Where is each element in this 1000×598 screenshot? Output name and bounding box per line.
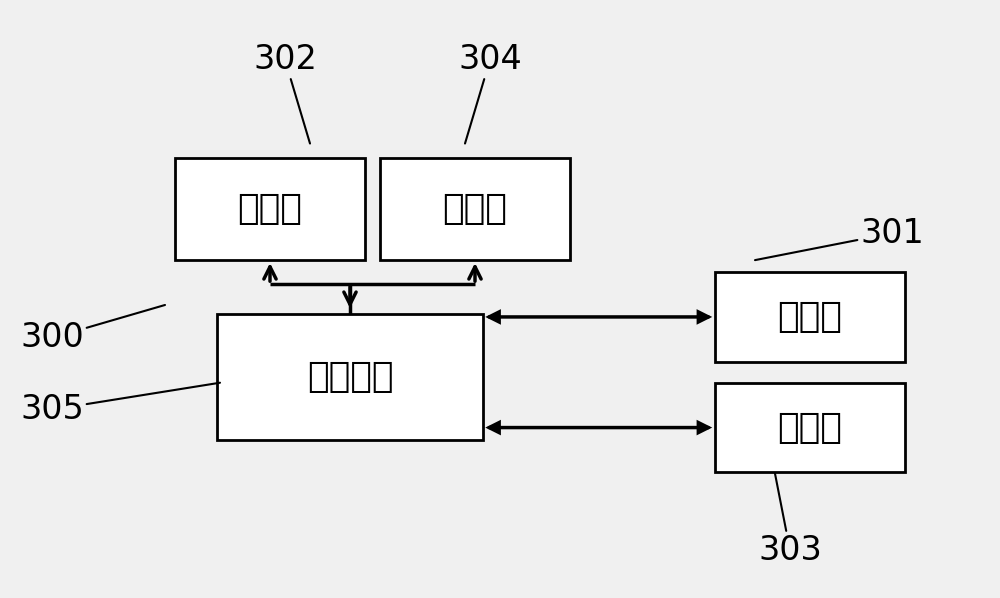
Text: 接收器: 接收器 xyxy=(778,300,842,334)
Bar xyxy=(175,158,365,260)
Text: 301: 301 xyxy=(755,216,924,260)
Text: 303: 303 xyxy=(758,474,822,567)
Bar xyxy=(217,314,482,440)
Bar xyxy=(715,272,905,362)
Text: 处理器: 处理器 xyxy=(238,193,302,226)
Bar xyxy=(715,383,905,472)
Text: 发送器: 发送器 xyxy=(778,411,842,444)
Text: 300: 300 xyxy=(20,305,165,355)
Text: 305: 305 xyxy=(20,383,220,426)
Bar xyxy=(380,158,570,260)
Text: 304: 304 xyxy=(458,43,522,144)
Text: 存储器: 存储器 xyxy=(443,193,507,226)
Text: 总线接口: 总线接口 xyxy=(307,360,393,393)
Text: 302: 302 xyxy=(253,43,317,144)
